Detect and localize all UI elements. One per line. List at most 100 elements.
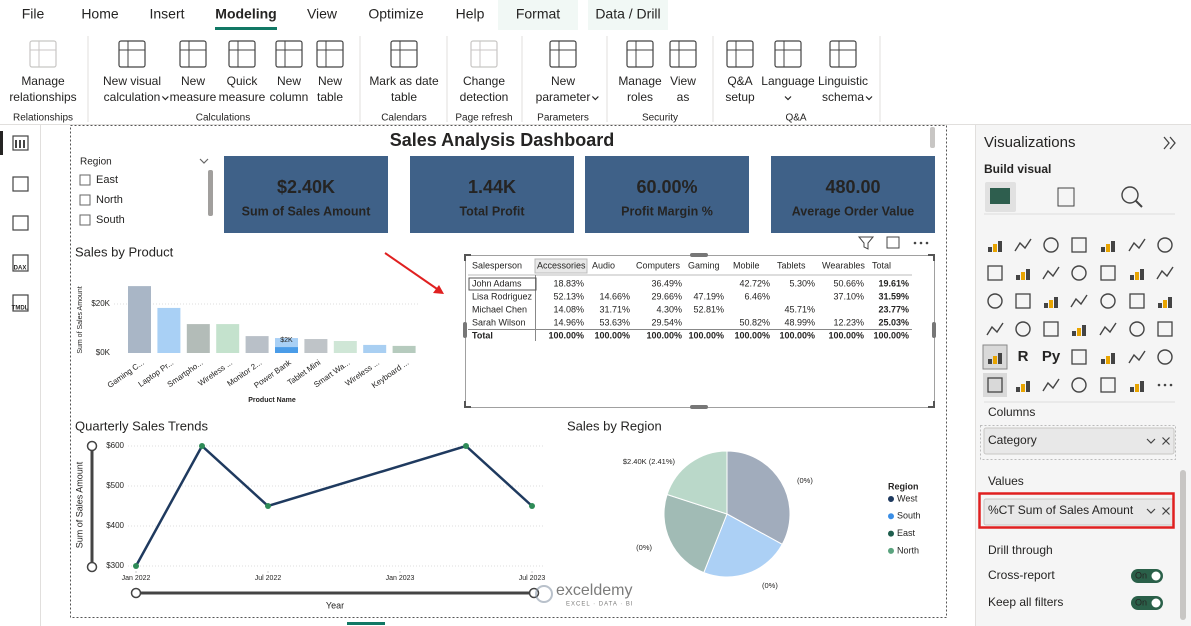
visual-type-icon[interactable] bbox=[1129, 293, 1145, 309]
remove-icon[interactable] bbox=[1162, 507, 1170, 515]
visual-type-icon[interactable] bbox=[1100, 377, 1116, 393]
slicer-checkbox[interactable] bbox=[79, 214, 91, 226]
visual-type-icon[interactable] bbox=[1128, 350, 1146, 364]
visual-type-icon[interactable] bbox=[1026, 381, 1030, 392]
visual-type-icon[interactable] bbox=[1072, 331, 1076, 336]
visual-type-icon[interactable] bbox=[1049, 300, 1053, 308]
visual-type-icon[interactable] bbox=[1026, 269, 1030, 280]
ribbon-button-label[interactable]: View bbox=[670, 74, 696, 88]
ribbon-button-label[interactable]: measure bbox=[170, 90, 217, 104]
zoom-slider-handle[interactable] bbox=[86, 561, 98, 573]
ribbon-button-label[interactable]: detection bbox=[460, 90, 509, 104]
pane-scrollbar[interactable] bbox=[1180, 470, 1186, 620]
more-options-dot[interactable] bbox=[925, 241, 929, 245]
visual-type-icon[interactable] bbox=[987, 377, 1003, 393]
visual-type-icon[interactable] bbox=[998, 353, 1002, 364]
ribbon-button-label[interactable]: roles bbox=[627, 90, 653, 104]
resize-corner[interactable] bbox=[928, 401, 935, 408]
visual-type-icon[interactable] bbox=[988, 359, 992, 364]
slicer-checkbox[interactable] bbox=[79, 194, 91, 206]
field-pill[interactable] bbox=[983, 427, 1175, 455]
ribbon-button-label[interactable]: as bbox=[677, 90, 690, 104]
ribbon-tab[interactable]: Optimize bbox=[368, 6, 423, 22]
visual-type-icon[interactable] bbox=[1135, 272, 1139, 280]
visual-type-icon[interactable] bbox=[1082, 325, 1086, 336]
visual-type-icon[interactable] bbox=[1044, 303, 1048, 308]
collapse-pane-icon[interactable] bbox=[1163, 136, 1176, 150]
visual-type-icon[interactable]: R bbox=[1018, 348, 1029, 365]
ribbon-button-label[interactable]: setup bbox=[725, 90, 755, 104]
ribbon-button-label[interactable]: column bbox=[270, 90, 309, 104]
zoom-slider-handle[interactable] bbox=[130, 587, 142, 599]
visual-type-icon[interactable] bbox=[1106, 244, 1110, 252]
visual-type-icon[interactable] bbox=[1071, 237, 1087, 253]
visual-type-icon[interactable] bbox=[986, 322, 1004, 336]
ribbon-button-label[interactable]: New bbox=[551, 74, 575, 88]
visual-type-icon[interactable] bbox=[1168, 297, 1172, 308]
visual-type-icon[interactable] bbox=[1100, 293, 1116, 309]
visual-type-icon[interactable] bbox=[1156, 266, 1174, 280]
view-icon[interactable] bbox=[12, 215, 29, 231]
visual-type-icon[interactable]: Py bbox=[1042, 348, 1061, 365]
resize-corner[interactable] bbox=[464, 254, 471, 261]
visual-type-icon[interactable] bbox=[1015, 321, 1031, 337]
slicer-checkbox[interactable] bbox=[79, 174, 91, 186]
ribbon-button-label[interactable]: table bbox=[391, 90, 417, 104]
ribbon-button-label[interactable]: Manage bbox=[618, 74, 662, 88]
visual-type-icon[interactable] bbox=[1070, 294, 1088, 308]
ribbon-button-label[interactable]: New bbox=[277, 74, 301, 88]
zoom-slider-handle[interactable] bbox=[86, 440, 98, 452]
visual-type-icon[interactable] bbox=[1157, 237, 1173, 253]
visual-type-icon[interactable] bbox=[1130, 275, 1134, 280]
ribbon-tab[interactable]: Home bbox=[81, 6, 119, 22]
visual-type-icon[interactable] bbox=[1101, 359, 1105, 364]
ribbon-tab[interactable]: Insert bbox=[149, 6, 184, 22]
filter-icon[interactable] bbox=[857, 236, 875, 250]
visual-type-icon[interactable] bbox=[1101, 247, 1105, 252]
resize-handle[interactable] bbox=[932, 322, 936, 338]
visual-type-icon[interactable] bbox=[1077, 328, 1081, 336]
visual-type-icon[interactable] bbox=[987, 265, 1003, 281]
slicer-item[interactable]: South bbox=[96, 214, 125, 226]
visual-type-icon[interactable] bbox=[1043, 237, 1059, 253]
visual-type-icon[interactable] bbox=[993, 244, 997, 252]
more-options-dot[interactable] bbox=[913, 241, 917, 245]
view-icon[interactable] bbox=[12, 294, 29, 312]
ribbon-button-label[interactable]: Change bbox=[463, 74, 505, 88]
visual-type-icon[interactable] bbox=[1130, 387, 1134, 392]
ribbon-button-label[interactable]: Manage bbox=[21, 74, 65, 88]
visual-type-icon[interactable] bbox=[1016, 275, 1020, 280]
resize-handle[interactable] bbox=[690, 253, 708, 257]
ribbon-button-label[interactable]: New bbox=[181, 74, 205, 88]
visual-type-icon[interactable] bbox=[1163, 300, 1167, 308]
resize-handle[interactable] bbox=[690, 405, 708, 409]
ribbon-button-label[interactable]: parameter bbox=[536, 90, 591, 104]
visual-type-icon[interactable] bbox=[1140, 269, 1144, 280]
visual-type-icon[interactable] bbox=[1014, 238, 1032, 252]
ribbon-button-label[interactable]: measure bbox=[219, 90, 266, 104]
ribbon-button-label[interactable]: relationships bbox=[9, 90, 76, 104]
ribbon-tab[interactable]: View bbox=[307, 6, 338, 22]
visual-type-icon[interactable] bbox=[1106, 356, 1110, 364]
visual-type-icon[interactable] bbox=[1157, 349, 1173, 365]
visual-type-icon[interactable] bbox=[1099, 322, 1117, 336]
resize-corner[interactable] bbox=[464, 401, 471, 408]
visual-type-icon[interactable] bbox=[1157, 321, 1173, 337]
ribbon-button-label[interactable]: New bbox=[318, 74, 342, 88]
remove-icon[interactable] bbox=[1162, 437, 1170, 445]
ribbon-button-label[interactable]: Language bbox=[761, 74, 815, 88]
more-visuals-dot[interactable] bbox=[1157, 383, 1161, 387]
visual-type-icon[interactable] bbox=[993, 356, 997, 364]
ribbon-button-label[interactable]: Mark as date bbox=[369, 74, 439, 88]
ribbon-button-label[interactable]: Q&A bbox=[727, 74, 752, 88]
ribbon-button-label[interactable]: schema bbox=[822, 90, 864, 104]
ribbon-button-label[interactable]: calculation bbox=[104, 90, 161, 104]
visual-type-icon[interactable] bbox=[1140, 381, 1144, 392]
visual-type-icon[interactable] bbox=[1043, 321, 1059, 337]
view-icon[interactable] bbox=[12, 176, 29, 192]
visual-type-icon[interactable] bbox=[1100, 265, 1116, 281]
ribbon-button-label[interactable]: table bbox=[317, 90, 343, 104]
visual-type-icon[interactable] bbox=[1158, 303, 1162, 308]
more-visuals-dot[interactable] bbox=[1169, 383, 1173, 387]
format-visual-icon[interactable] bbox=[1057, 187, 1075, 207]
